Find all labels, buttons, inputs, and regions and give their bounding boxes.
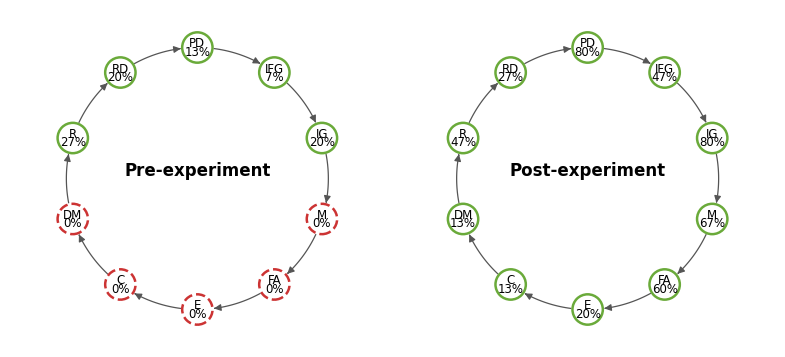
Text: R: R xyxy=(69,128,77,141)
Circle shape xyxy=(57,204,88,234)
Text: 20%: 20% xyxy=(108,71,133,84)
Text: PD: PD xyxy=(579,37,596,50)
Text: IG: IG xyxy=(706,128,718,141)
Circle shape xyxy=(57,123,88,153)
Text: M: M xyxy=(317,209,327,222)
Text: Pre-experiment: Pre-experiment xyxy=(124,161,271,180)
Text: 13%: 13% xyxy=(184,46,210,59)
Text: 80%: 80% xyxy=(575,46,601,59)
Text: 47%: 47% xyxy=(450,136,476,149)
Text: 7%: 7% xyxy=(265,71,283,84)
Text: IG: IG xyxy=(316,128,328,141)
Text: RD: RD xyxy=(502,62,519,76)
Circle shape xyxy=(572,32,603,63)
Circle shape xyxy=(448,204,478,234)
Text: 67%: 67% xyxy=(699,217,725,230)
Text: C: C xyxy=(116,275,125,287)
Circle shape xyxy=(259,269,290,300)
Text: 27%: 27% xyxy=(60,136,86,149)
Text: 0%: 0% xyxy=(111,283,130,296)
Text: 13%: 13% xyxy=(450,217,476,230)
Text: 20%: 20% xyxy=(575,308,601,321)
Text: C: C xyxy=(506,275,515,287)
Text: Post-experiment: Post-experiment xyxy=(509,161,666,180)
Text: FA: FA xyxy=(268,275,281,287)
Circle shape xyxy=(307,123,337,153)
Text: FA: FA xyxy=(658,275,671,287)
Text: 0%: 0% xyxy=(312,217,331,230)
Circle shape xyxy=(697,204,728,234)
Text: 27%: 27% xyxy=(498,71,524,84)
Text: DM: DM xyxy=(63,209,82,222)
Circle shape xyxy=(697,123,728,153)
Text: DM: DM xyxy=(454,209,473,222)
Circle shape xyxy=(307,204,337,234)
Text: 60%: 60% xyxy=(652,283,677,296)
Text: E: E xyxy=(194,300,201,312)
Text: M: M xyxy=(707,209,717,222)
Text: PD: PD xyxy=(189,37,206,50)
Circle shape xyxy=(495,57,526,88)
Text: 80%: 80% xyxy=(699,136,725,149)
Circle shape xyxy=(259,57,290,88)
Text: IFG: IFG xyxy=(655,62,674,76)
Text: IFG: IFG xyxy=(265,62,284,76)
Text: 20%: 20% xyxy=(309,136,335,149)
Circle shape xyxy=(182,294,213,325)
Circle shape xyxy=(105,57,136,88)
Circle shape xyxy=(105,269,136,300)
Circle shape xyxy=(649,57,680,88)
Circle shape xyxy=(448,123,478,153)
Text: 0%: 0% xyxy=(188,308,206,321)
Text: E: E xyxy=(584,300,591,312)
Text: 0%: 0% xyxy=(265,283,283,296)
Text: R: R xyxy=(459,128,467,141)
Text: 13%: 13% xyxy=(498,283,524,296)
Text: 47%: 47% xyxy=(652,71,677,84)
Text: 0%: 0% xyxy=(64,217,82,230)
Circle shape xyxy=(572,294,603,325)
Text: RD: RD xyxy=(111,62,129,76)
Circle shape xyxy=(182,32,213,63)
Circle shape xyxy=(495,269,526,300)
Circle shape xyxy=(649,269,680,300)
